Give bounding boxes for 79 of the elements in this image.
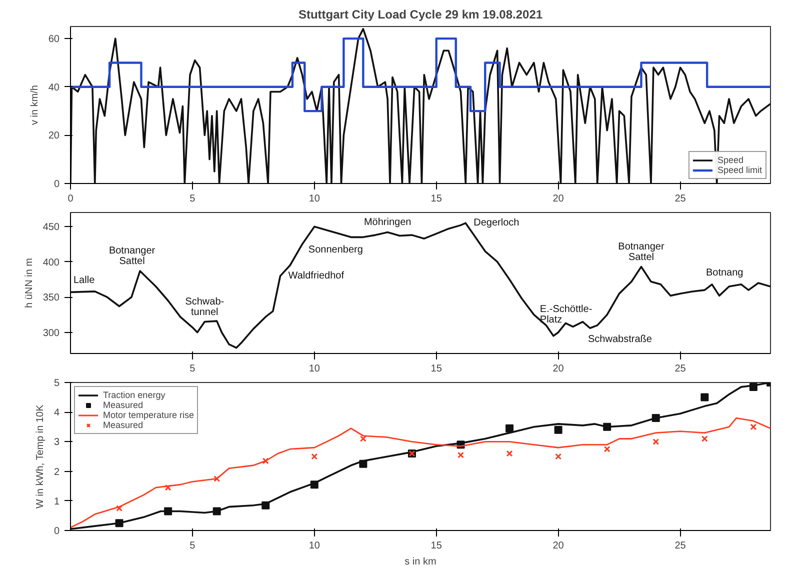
point	[700, 393, 709, 402]
legend-label: Measured	[103, 400, 144, 410]
point	[604, 446, 610, 452]
legend-label: Motor temperature rise	[103, 410, 194, 420]
point	[603, 422, 612, 431]
x-tick-label: 5	[190, 194, 196, 204]
point	[164, 484, 172, 491]
x-tick-label: 20	[552, 540, 564, 552]
y-tick-label: 400	[42, 257, 60, 268]
point	[310, 480, 318, 489]
x-tick-label: 25	[674, 364, 686, 374]
annotation: Botnanger Sattel	[108, 246, 156, 268]
line-series	[70, 28, 770, 184]
y-tick-label: 60	[48, 34, 60, 46]
annotation: Degerloch	[474, 218, 520, 229]
x-tick-label: 0	[68, 194, 74, 204]
annotation: Sonnenberg	[308, 244, 363, 256]
point	[506, 450, 513, 457]
point	[311, 453, 318, 460]
annotation: Möhringen	[364, 217, 412, 228]
x-tick-label: 5	[190, 540, 196, 552]
x-tick-label: 10	[308, 194, 320, 204]
y-tick-label: 20	[48, 130, 60, 142]
x-tick-label: 10	[308, 540, 320, 552]
y-tick-label: 4	[54, 408, 60, 419]
legend-label: Speed limit	[717, 165, 762, 175]
point	[115, 519, 124, 528]
y-tick-label: 3	[54, 437, 60, 448]
point	[359, 460, 368, 468]
line-series	[70, 382, 770, 530]
y-tick-label: 350	[42, 292, 60, 304]
point	[212, 507, 221, 516]
y-tick-label: 1	[54, 496, 60, 508]
y-axis-title: v in km/h	[29, 84, 40, 126]
y-axis-title: h üNN in m	[24, 258, 35, 308]
y-tick-label: 450	[42, 222, 60, 234]
x-tick-label: 15	[430, 364, 442, 374]
x-tick-label: 20	[552, 194, 564, 204]
x-tick-label: 25	[674, 540, 686, 552]
x-tick-label: 10	[308, 364, 320, 374]
annotation: Lalle	[74, 275, 96, 286]
point	[214, 475, 220, 482]
y-tick-label: 300	[42, 328, 60, 339]
y-tick-label: 0	[54, 179, 60, 190]
annotation: Botnang	[706, 267, 744, 278]
point	[164, 507, 172, 516]
point	[652, 438, 660, 445]
point	[262, 501, 270, 510]
point	[116, 505, 123, 512]
annotation: Schwabstraße	[588, 334, 652, 346]
annotation: Waldfriedhof	[288, 270, 344, 282]
x-tick-label: 15	[430, 540, 442, 552]
y-tick-label: 0	[54, 526, 60, 537]
x-tick-label: 25	[674, 194, 686, 204]
point	[360, 436, 366, 442]
x-tick-label: 20	[552, 364, 564, 374]
legend-label: Speed	[717, 155, 744, 165]
point	[262, 458, 269, 464]
point	[554, 426, 562, 434]
x-axis-title: s in km	[404, 556, 436, 568]
point	[652, 414, 660, 422]
x-tick-label: 15	[430, 194, 442, 204]
y-tick-label: 2	[54, 466, 60, 478]
point	[749, 382, 758, 391]
legend-label: Traction energy	[103, 390, 166, 400]
point	[506, 424, 514, 432]
y-tick-label: 5	[54, 378, 60, 389]
y-tick-label: 40	[48, 82, 60, 94]
point	[458, 452, 464, 458]
annotation: E.-Schöttle- Platz	[540, 304, 592, 326]
point	[750, 424, 757, 430]
legend-label: Measured	[103, 420, 144, 430]
annotation: Botnanger Sattel	[618, 241, 665, 263]
annotation: Schwab- tunnel	[185, 296, 224, 318]
point	[555, 453, 562, 460]
x-tick-label: 5	[190, 364, 196, 374]
chart-title: Stuttgart City Load Cycle 29 km 19.08.2021	[298, 8, 543, 22]
point	[701, 436, 708, 442]
y-axis-title: W in kWh, Temp in 10K	[34, 404, 46, 508]
